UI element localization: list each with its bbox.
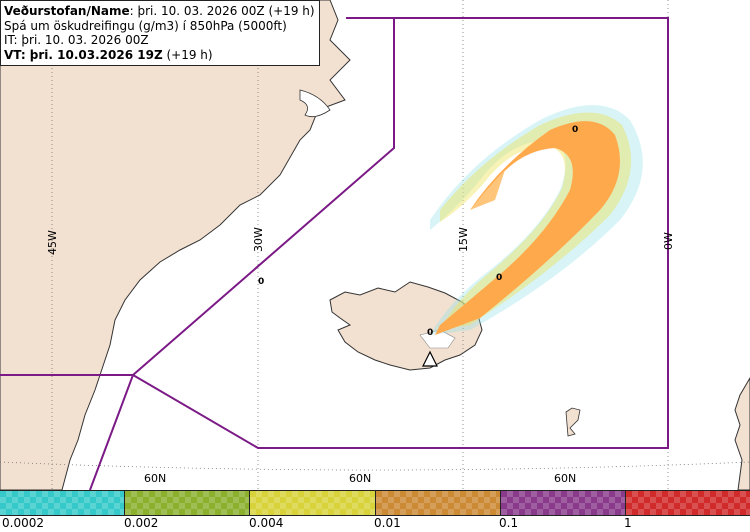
legend-tick-6: 1 <box>624 516 632 530</box>
parallel-label-2: 60N <box>349 472 371 485</box>
greenland-land <box>0 0 351 490</box>
legend-cell-4 <box>375 491 501 515</box>
plume-marker-2: 0 <box>496 273 502 283</box>
legend-cell-5 <box>500 491 626 515</box>
ash-plume <box>430 105 643 335</box>
iceland-glacier <box>419 329 456 349</box>
plume-marker-1: 0 <box>572 125 578 135</box>
info-line-4: VT: þri. 10.03.2026 19Z (+19 h) <box>4 48 315 63</box>
parallel-label-1: 60N <box>144 472 166 485</box>
info-line-1-value: : þri. 10. 03. 2026 00Z (+19 h) <box>129 4 315 18</box>
legend-cell-1 <box>0 491 126 515</box>
plume-core <box>435 121 620 335</box>
legend-tick-3: 0.004 <box>249 516 284 530</box>
ash-forecast-map: 45W 30W 15W 0W 60N 60N 60N 0 0 0 0 <box>0 0 750 490</box>
concentration-legend <box>0 490 750 516</box>
plume-marker-4: 0 <box>258 277 264 287</box>
legend-ticks: 0.0002 0.002 0.004 0.01 0.1 1 <box>0 516 750 532</box>
info-line-4-label: VT: þri. 10.03.2026 19Z <box>4 47 163 62</box>
legend-tick-4: 0.01 <box>374 516 401 530</box>
volcano-icon <box>422 350 438 367</box>
faroe-islands <box>565 407 581 437</box>
map-area: 45W 30W 15W 0W 60N 60N 60N 0 0 0 0 <box>0 0 750 490</box>
info-line-1: Veðurstofan/Name: þri. 10. 03. 2026 00Z … <box>4 4 315 19</box>
meridian-label-45w: 45W <box>46 230 59 255</box>
parallel-label-3: 60N <box>554 472 576 485</box>
info-line-1-label: Veðurstofan/Name <box>4 4 130 18</box>
legend-tick-2: 0.002 <box>124 516 159 530</box>
legend-cell-6 <box>625 491 750 515</box>
norway-coast <box>734 377 750 490</box>
info-line-3: IT: þri. 10. 03. 2026 00Z <box>4 33 149 47</box>
plume-marker-3: 0 <box>427 328 433 338</box>
sector-boundaries <box>0 17 669 490</box>
meridian-label-15w: 15W <box>457 227 470 252</box>
legend-cell-2 <box>125 491 251 515</box>
legend-tick-5: 0.1 <box>499 516 519 530</box>
forecast-info-box: Veðurstofan/Name: þri. 10. 03. 2026 00Z … <box>0 0 320 66</box>
greenland-fjord <box>299 89 331 118</box>
info-line-4-value: (+19 h) <box>162 47 213 62</box>
info-line-2: Spá um öskudreifingu (g/m3) í 850hPa (50… <box>4 18 287 33</box>
legend-cell-3 <box>250 491 376 515</box>
meridian-label-0w: 0W <box>662 232 675 250</box>
legend-tick-1: 0.0002 <box>2 516 44 530</box>
meridian-label-30w: 30W <box>252 227 265 252</box>
